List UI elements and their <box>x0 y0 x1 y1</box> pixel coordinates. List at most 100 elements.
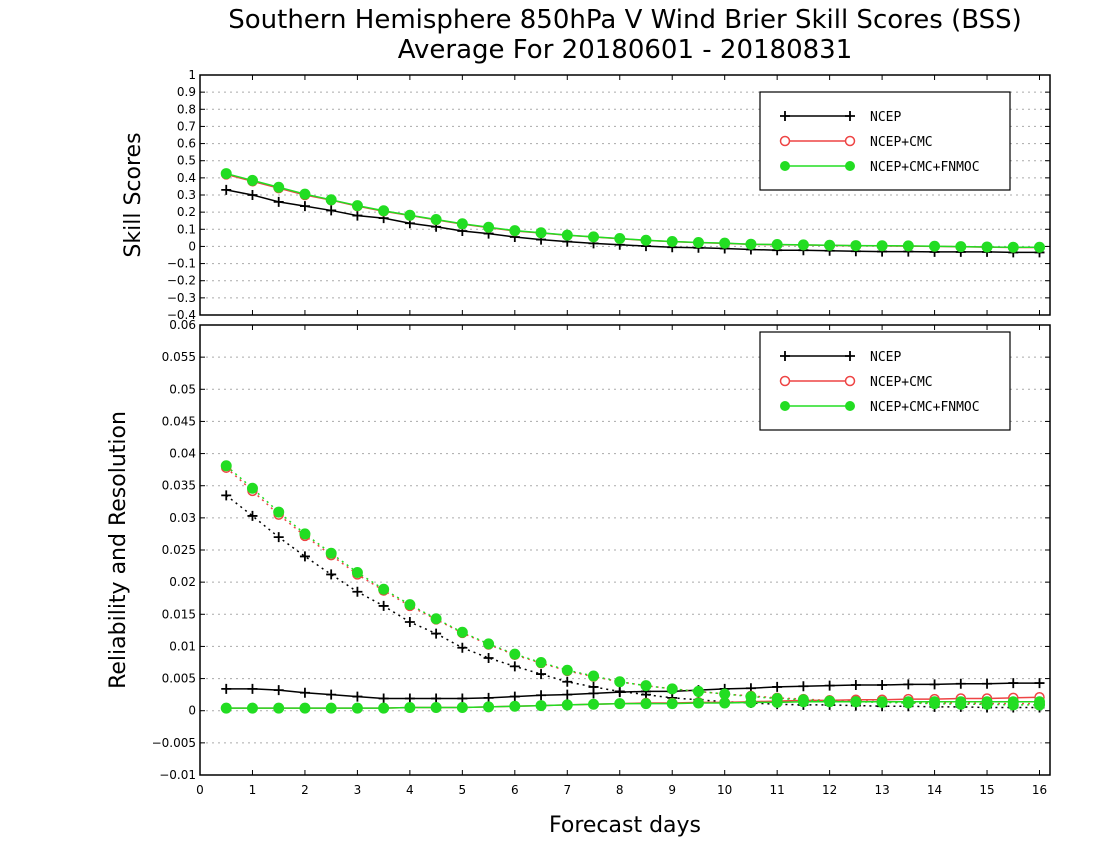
data-point <box>325 194 337 206</box>
data-point <box>483 638 495 650</box>
data-point <box>824 680 835 691</box>
y-tick-label: 0.7 <box>177 119 196 133</box>
data-point <box>614 686 625 697</box>
legend-marker <box>844 375 856 387</box>
x-tick-label: 1 <box>249 783 257 797</box>
skill-scores-panel: −0.4 −0.3 −0.2 −0.1 0 0.1 0.2 0.3 0.4 0.5 0.6 0.7 0.… <box>121 68 1051 322</box>
data-point <box>797 239 809 251</box>
data-point <box>326 569 337 580</box>
data-point <box>509 691 520 702</box>
y-tick-label: 0.05 <box>169 382 196 396</box>
data-point <box>509 700 521 712</box>
x-tick-label: 7 <box>563 783 571 797</box>
x-tick-label: 2 <box>301 783 309 797</box>
data-point <box>719 688 731 700</box>
data-point <box>955 241 967 253</box>
data-point <box>929 679 940 690</box>
data-point <box>220 702 232 714</box>
data-point <box>535 227 547 239</box>
data-point <box>692 236 704 248</box>
data-point <box>1034 699 1046 711</box>
data-point <box>299 201 310 212</box>
data-point <box>404 693 415 704</box>
data-point <box>902 240 914 252</box>
data-point <box>1008 678 1019 689</box>
data-point <box>536 669 547 680</box>
data-point <box>588 698 600 710</box>
data-point <box>273 181 285 193</box>
x-tick-label: 15 <box>979 783 994 797</box>
x-tick-label: 6 <box>511 783 519 797</box>
data-point <box>273 532 284 543</box>
data-point <box>850 696 862 708</box>
data-point <box>876 240 888 252</box>
data-point <box>483 653 494 663</box>
y-tick-label: 0.5 <box>177 154 196 168</box>
data-point <box>430 214 442 226</box>
y-tick-label: 0 <box>188 239 196 253</box>
legend-marker <box>780 161 790 171</box>
chart-subtitle: Average For 20180601 - 20180831 <box>398 35 853 65</box>
data-point <box>719 237 731 249</box>
legend-entry: NCEP+CMC+FNMOC <box>780 400 980 415</box>
data-point <box>431 628 442 639</box>
data-point <box>824 239 836 251</box>
legend-marker <box>844 135 856 147</box>
data-point <box>850 680 861 690</box>
data-point <box>692 685 704 697</box>
data-point <box>902 697 914 709</box>
data-point <box>247 190 258 200</box>
data-point <box>299 551 310 562</box>
series-line <box>226 682 1040 700</box>
data-point <box>246 482 258 494</box>
data-point <box>325 547 337 559</box>
data-point <box>457 642 468 653</box>
series-line <box>226 189 1040 254</box>
legend-label: NCEP+CMC+FNMOC <box>870 400 980 415</box>
y-tick-label: 0.2 <box>177 205 196 219</box>
data-point <box>981 698 993 710</box>
data-point <box>404 617 415 627</box>
data-point <box>273 685 284 696</box>
data-point <box>457 693 468 704</box>
data-point <box>561 229 573 241</box>
data-point <box>326 689 337 700</box>
data-point <box>640 698 652 710</box>
data-point <box>562 676 573 687</box>
data-point <box>456 626 468 638</box>
data-point <box>325 702 337 714</box>
data-point <box>745 238 757 250</box>
data-point <box>666 235 678 247</box>
data-point <box>1007 699 1019 711</box>
y-tick-label: 0.045 <box>162 414 196 428</box>
data-point <box>456 702 468 713</box>
data-point <box>246 702 258 714</box>
data-point <box>326 205 337 216</box>
data-point <box>588 670 600 682</box>
data-point <box>666 698 678 710</box>
legend-label: NCEP+CMC <box>870 135 933 150</box>
y-tick-label: −0.3 <box>167 291 196 305</box>
data-point <box>929 698 941 710</box>
data-point <box>273 196 284 207</box>
x-axis-label: Forecast days <box>549 813 701 838</box>
x-tick-label: 5 <box>459 783 467 797</box>
data-point <box>876 696 888 708</box>
series-ncep-reliability <box>221 678 1045 704</box>
data-point <box>666 683 678 695</box>
data-point <box>614 233 626 245</box>
legend-marker <box>845 111 855 121</box>
legend-entry: NCEP <box>780 350 901 365</box>
data-point <box>351 200 363 212</box>
series-ncep-cmc-resolution <box>220 462 1045 709</box>
legend-marker <box>780 401 790 411</box>
data-point <box>483 692 494 703</box>
y-tick-label: −0.005 <box>152 736 196 750</box>
data-point <box>404 702 416 713</box>
data-point <box>745 691 757 703</box>
data-point <box>614 676 626 688</box>
data-point <box>1007 241 1019 253</box>
data-point <box>588 681 599 692</box>
series-ncep-cmc-fnmoc-resolution <box>220 460 1046 711</box>
